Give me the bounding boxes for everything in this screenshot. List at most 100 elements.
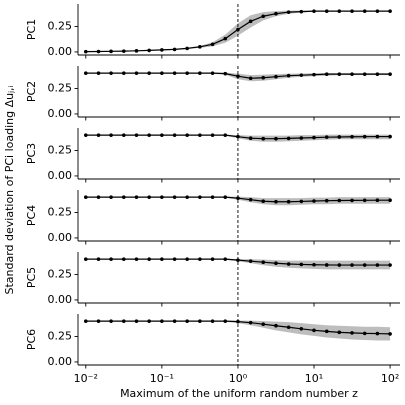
point xyxy=(248,76,253,81)
point xyxy=(312,9,316,13)
point xyxy=(388,263,392,267)
point xyxy=(147,195,151,199)
point xyxy=(210,257,215,261)
y-tick-label: 0.25 xyxy=(48,143,73,156)
x-tick-label: 10² xyxy=(381,372,399,385)
point xyxy=(109,319,113,323)
point xyxy=(236,319,240,324)
point xyxy=(286,325,291,330)
point xyxy=(350,72,354,76)
point xyxy=(210,319,215,323)
point xyxy=(223,36,228,41)
panel-label: PC1 xyxy=(25,19,38,40)
point xyxy=(337,330,342,335)
point xyxy=(96,319,101,323)
point xyxy=(172,319,177,323)
point xyxy=(362,72,367,76)
point xyxy=(299,326,304,331)
point xyxy=(122,319,126,323)
point xyxy=(122,257,126,261)
point xyxy=(134,257,139,261)
point xyxy=(337,135,342,139)
point xyxy=(96,133,101,137)
point xyxy=(362,263,367,267)
point xyxy=(350,331,354,335)
point xyxy=(83,257,88,261)
point xyxy=(172,47,177,52)
y-tick-label: 0.25 xyxy=(48,329,73,342)
y-axis-label: Standard deviation of PCi loading Δuⱼ,ᵢ xyxy=(3,85,16,294)
point xyxy=(388,134,392,139)
point xyxy=(324,9,329,13)
point xyxy=(109,195,113,199)
point xyxy=(324,198,329,203)
point xyxy=(286,262,291,266)
point xyxy=(350,198,354,203)
point xyxy=(160,257,164,261)
point xyxy=(122,49,126,53)
point xyxy=(362,9,367,13)
point xyxy=(286,73,291,78)
point xyxy=(375,72,380,76)
x-tick-label: 10⁰ xyxy=(229,372,248,385)
point xyxy=(160,319,164,323)
point xyxy=(312,328,316,333)
point xyxy=(83,49,88,54)
point xyxy=(261,14,266,19)
point xyxy=(198,45,202,49)
point xyxy=(185,319,189,323)
y-tick-label: 0.25 xyxy=(48,267,73,280)
y-tick-label: 0.25 xyxy=(48,205,73,218)
point xyxy=(109,49,113,54)
point xyxy=(185,46,189,51)
x-tick-label: 10⁻¹ xyxy=(150,372,174,385)
point xyxy=(388,9,392,13)
y-tick-label: 0.00 xyxy=(48,231,73,244)
point xyxy=(83,71,88,75)
point xyxy=(248,259,253,263)
point xyxy=(274,11,278,16)
point xyxy=(299,136,304,140)
point xyxy=(350,9,354,13)
point xyxy=(223,195,228,199)
panel-label: PC4 xyxy=(25,205,38,226)
point xyxy=(350,263,354,267)
point xyxy=(109,71,113,75)
point xyxy=(109,133,113,137)
point xyxy=(274,261,278,266)
point xyxy=(185,133,189,137)
point xyxy=(274,136,278,141)
point xyxy=(172,133,177,137)
point xyxy=(147,71,151,75)
point xyxy=(109,257,113,261)
point xyxy=(375,9,380,13)
point xyxy=(223,71,228,76)
point xyxy=(147,133,151,137)
point xyxy=(223,133,228,137)
point xyxy=(274,74,278,79)
point xyxy=(172,195,177,199)
point xyxy=(261,75,266,80)
point xyxy=(274,199,278,204)
x-tick-label: 10¹ xyxy=(305,372,323,385)
point xyxy=(134,133,139,137)
point xyxy=(286,199,291,204)
point xyxy=(134,195,139,199)
point xyxy=(362,198,367,203)
point xyxy=(134,49,139,53)
point xyxy=(248,136,253,140)
point xyxy=(185,195,189,199)
point xyxy=(312,72,316,77)
point xyxy=(223,319,228,323)
point xyxy=(362,331,367,336)
point xyxy=(147,48,151,53)
point xyxy=(312,135,316,140)
point xyxy=(337,72,342,76)
point xyxy=(350,134,354,139)
point xyxy=(147,257,151,261)
point xyxy=(198,195,202,199)
y-tick-label: 0.25 xyxy=(48,19,73,32)
point xyxy=(362,134,367,139)
point xyxy=(236,196,240,200)
